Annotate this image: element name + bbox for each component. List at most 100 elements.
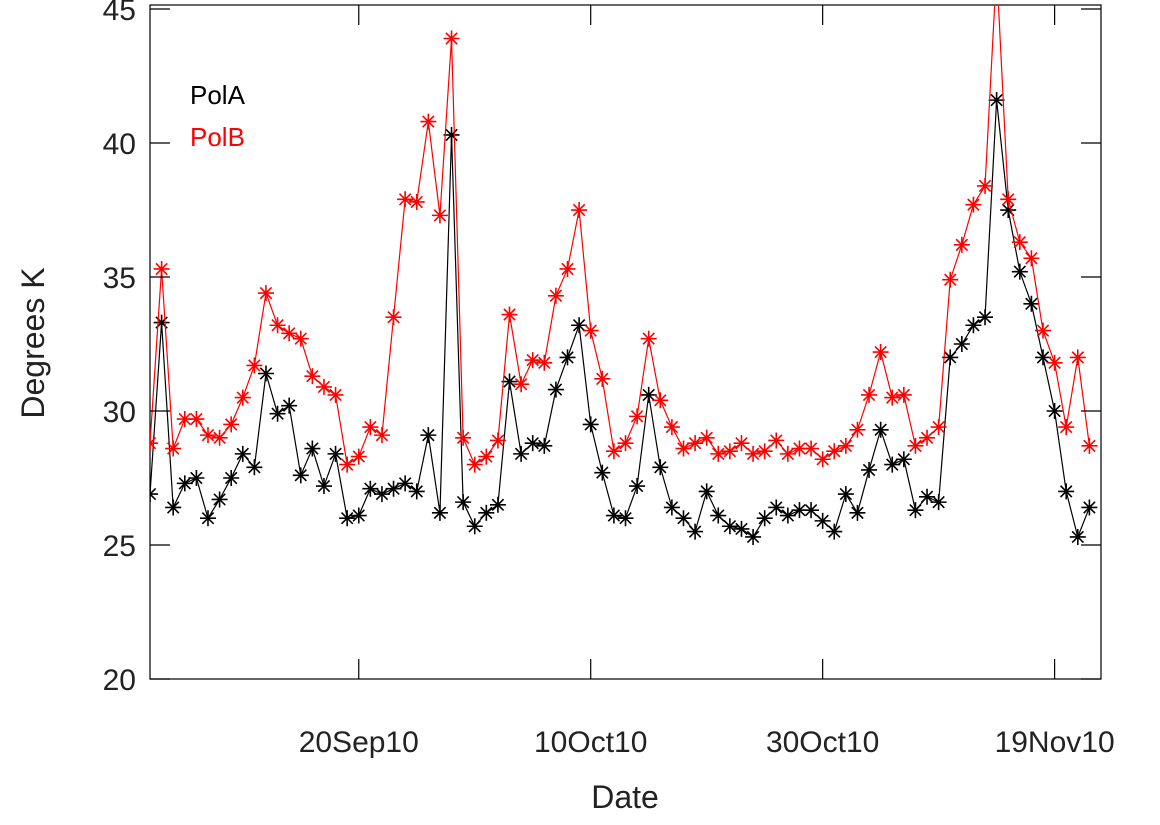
data-point [466, 518, 483, 535]
data-point [269, 405, 286, 422]
data-point [385, 309, 402, 326]
data-point [907, 437, 924, 454]
data-point [199, 510, 216, 527]
data-point [884, 389, 901, 406]
data-point [965, 317, 982, 334]
data-point [745, 445, 762, 462]
data-point [571, 202, 588, 219]
data-point [698, 429, 715, 446]
y-axis-title: Degrees K [15, 267, 51, 418]
data-point [640, 330, 657, 347]
data-point [895, 451, 912, 468]
data-point [420, 427, 437, 444]
data-point [292, 467, 309, 484]
data-point [710, 507, 727, 524]
data-point [281, 325, 298, 342]
data-point [919, 429, 936, 446]
data-point [150, 435, 158, 452]
data-point [223, 416, 240, 433]
data-point [397, 191, 414, 208]
data-point [478, 448, 495, 465]
legend-label: PolB [190, 122, 245, 152]
data-point [524, 352, 541, 369]
data-point [675, 510, 692, 527]
y-tick-label: 35 [103, 262, 136, 295]
data-point [988, 92, 1005, 109]
data-point [362, 480, 379, 497]
data-point [768, 499, 785, 516]
data-point [675, 440, 692, 457]
data-point [629, 408, 646, 425]
data-point [536, 354, 553, 371]
data-point [733, 435, 750, 452]
data-point [547, 381, 564, 398]
data-point [408, 193, 425, 210]
data-point [663, 499, 680, 516]
data-point [617, 510, 634, 527]
data-point [640, 386, 657, 403]
plot-area [150, 5, 1098, 545]
data-point [153, 314, 170, 331]
data-point [455, 494, 472, 511]
data-point [431, 207, 448, 224]
series-line [150, 5, 1090, 466]
data-point [327, 445, 344, 462]
data-point [1069, 528, 1086, 545]
data-point [443, 30, 460, 47]
data-point [339, 456, 356, 473]
data-point [513, 445, 530, 462]
data-point [1000, 202, 1017, 219]
data-point [199, 427, 216, 444]
data-point [826, 523, 843, 540]
x-axis-title: Date [591, 779, 659, 815]
data-point [223, 470, 240, 487]
data-point [315, 478, 332, 495]
data-point [431, 504, 448, 521]
data-point [385, 480, 402, 497]
data-point [408, 483, 425, 500]
data-point [1081, 499, 1098, 516]
data-point [756, 443, 773, 460]
data-point [837, 486, 854, 503]
data-point [1069, 349, 1086, 366]
data-point [872, 421, 889, 438]
data-point [513, 376, 530, 393]
data-point [791, 440, 808, 457]
data-point [1023, 295, 1040, 312]
data-point [837, 437, 854, 454]
data-point [895, 386, 912, 403]
data-point [1000, 191, 1017, 208]
data-point [663, 419, 680, 436]
data-point [849, 421, 866, 438]
data-point [524, 435, 541, 452]
data-point [884, 456, 901, 473]
data-point [304, 368, 321, 385]
data-point [420, 113, 437, 130]
data-point [582, 322, 599, 339]
data-point [605, 507, 622, 524]
data-point [257, 285, 274, 302]
data-point [930, 494, 947, 511]
data-point [803, 440, 820, 457]
data-point [721, 518, 738, 535]
data-point [942, 271, 959, 288]
data-point [292, 330, 309, 347]
data-point [1023, 250, 1040, 267]
data-point [339, 510, 356, 527]
data-point [652, 392, 669, 409]
data-point [150, 486, 158, 503]
data-point [652, 459, 669, 476]
data-point [907, 502, 924, 519]
data-point [710, 445, 727, 462]
data-point [246, 357, 263, 374]
x-tick-label: 20Sep10 [299, 726, 419, 759]
data-point [176, 475, 193, 492]
data-point [1058, 483, 1075, 500]
data-point [733, 520, 750, 537]
data-point [687, 523, 704, 540]
data-point [803, 502, 820, 519]
data-point [721, 443, 738, 460]
plot-frame [149, 4, 1102, 680]
data-point [211, 491, 228, 508]
